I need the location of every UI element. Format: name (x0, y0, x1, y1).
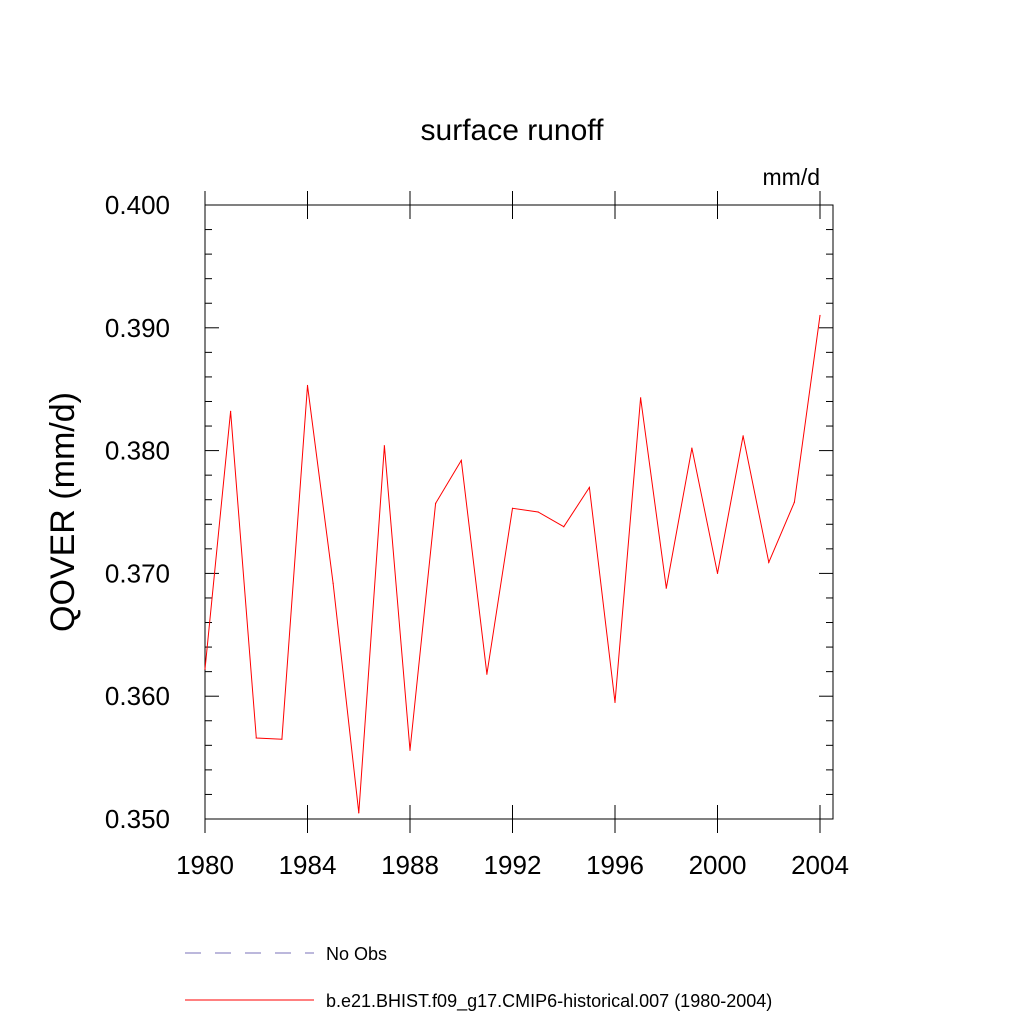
data-point (665, 587, 667, 589)
data-point (640, 397, 642, 399)
y-tick-label: 0.400 (105, 190, 170, 220)
x-tick-label: 1988 (381, 850, 439, 880)
y-axis-ticks: 0.350 0.360 0.370 0.380 0.390 0.400 (105, 190, 833, 834)
data-point (511, 507, 514, 509)
units-label: mm/d (763, 164, 821, 190)
data-point (230, 410, 232, 412)
data-point (486, 673, 488, 675)
legend-label-1: b.e21.BHIST.f09_g17.CMIP6-historical.007… (326, 991, 772, 1012)
data-point (537, 511, 539, 513)
data-point (588, 486, 590, 489)
series-line-0 (204, 315, 821, 813)
data-point (409, 749, 411, 751)
y-tick-label: 0.370 (105, 558, 170, 588)
data-point (358, 812, 360, 814)
x-tick-label: 1980 (176, 850, 234, 880)
data-point (383, 445, 385, 447)
data-point (614, 701, 616, 703)
data-point (768, 561, 770, 563)
data-point (819, 314, 821, 317)
legend: No Obs b.e21.BHIST.f09_g17.CMIP6-historic… (185, 944, 772, 1012)
y-tick-label: 0.390 (105, 313, 170, 343)
chart-title: surface runoff (421, 114, 605, 147)
data-point (306, 384, 309, 387)
x-tick-label: 1992 (484, 850, 542, 880)
data-point (691, 447, 693, 449)
data-point (435, 502, 437, 505)
y-axis-label: QOVER (mm/d) (44, 392, 82, 632)
data-point (204, 668, 206, 670)
x-tick-label: 1996 (586, 850, 644, 880)
x-tick-label: 2000 (689, 850, 747, 880)
data-point (793, 501, 795, 503)
y-tick-label: 0.350 (105, 804, 170, 834)
data-point (460, 459, 462, 462)
y-tick-label: 0.360 (105, 681, 170, 711)
data-point (742, 435, 744, 437)
x-tick-label: 1984 (279, 850, 337, 880)
x-axis-ticks: 1980 1984 1988 1992 1996 2000 2004 (176, 191, 849, 880)
series-layer (204, 314, 821, 814)
data-point (716, 572, 719, 575)
data-point (332, 582, 334, 584)
x-tick-label: 2004 (791, 850, 849, 880)
legend-label-0: No Obs (326, 944, 387, 964)
data-point (563, 526, 565, 528)
data-point (281, 738, 283, 740)
y-tick-label: 0.380 (105, 436, 170, 466)
data-point (255, 737, 257, 739)
plot-frame (204, 204, 834, 820)
